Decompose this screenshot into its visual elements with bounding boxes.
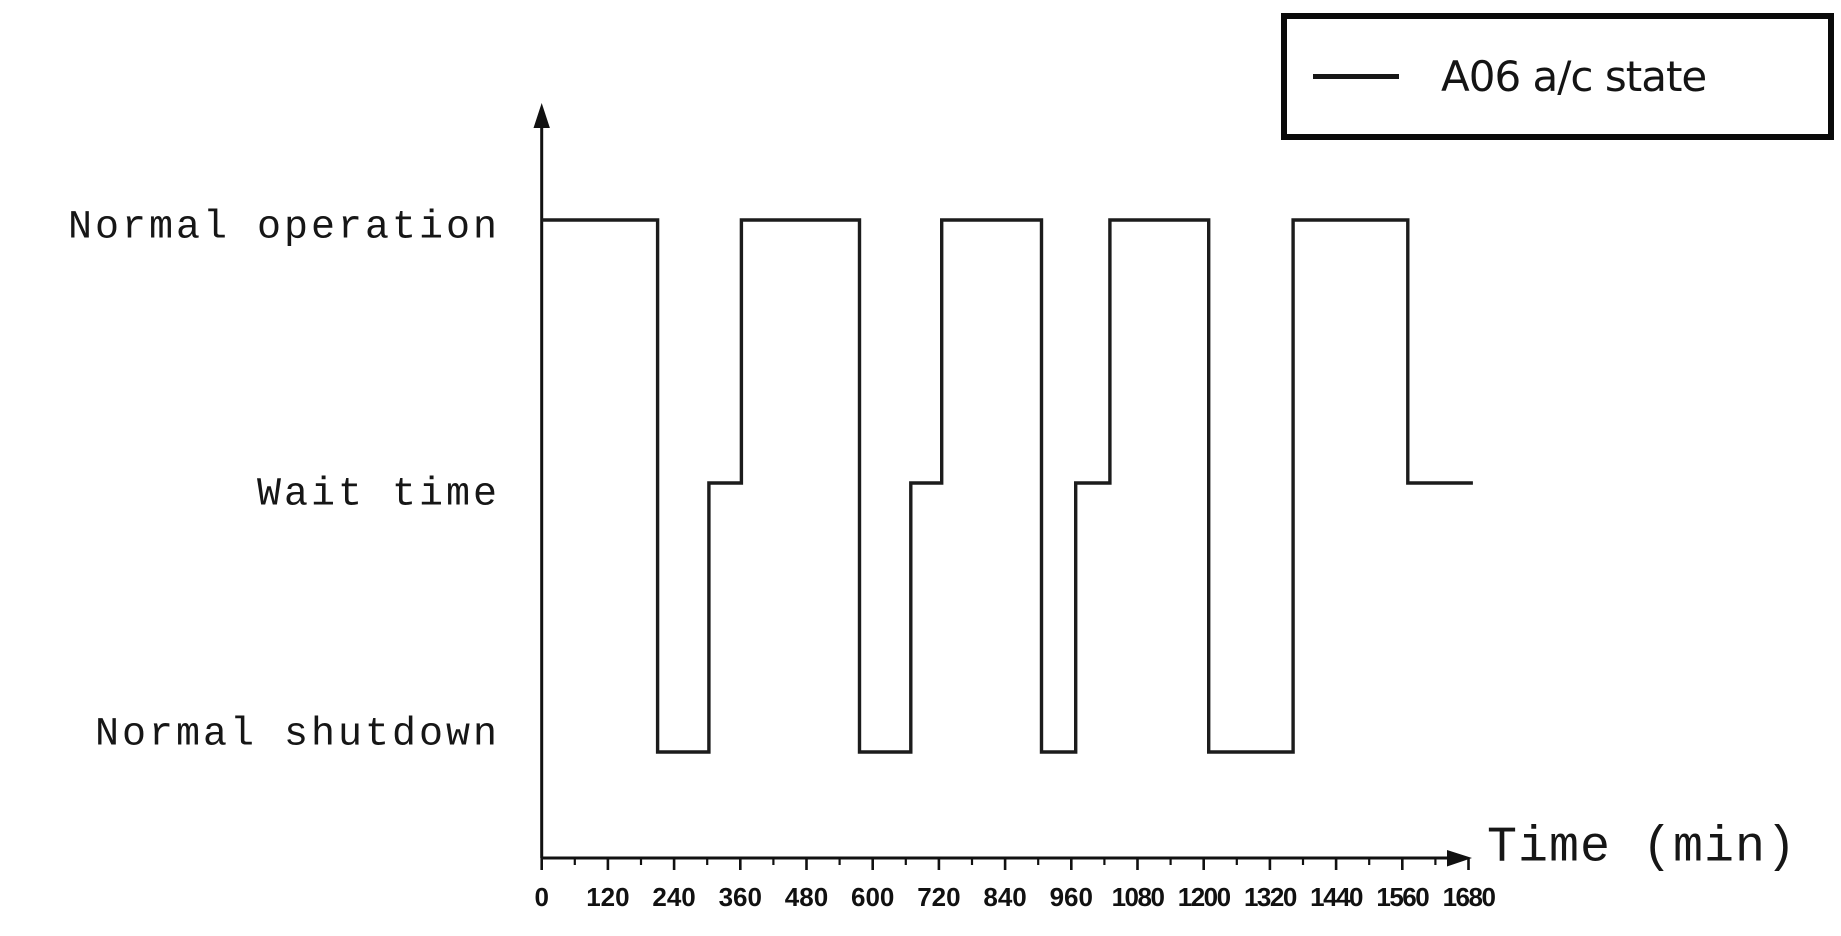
x-axis-tick-label: 960 <box>1050 882 1093 912</box>
axes <box>533 103 1472 867</box>
series-group <box>541 218 1473 754</box>
x-axis-tick-label: 840 <box>983 882 1026 912</box>
state-step-line <box>541 218 1473 754</box>
y-category-label-normal-operation: Normal operation <box>67 205 500 251</box>
x-axis-tick-label: 720 <box>917 882 960 912</box>
x-axis-tick-label: 120 <box>586 882 629 912</box>
y-axis-arrow-icon <box>533 103 550 128</box>
x-axis-tick-label: 1440 <box>1310 882 1363 912</box>
x-axis-arrow-icon <box>1447 850 1472 867</box>
legend-series-label: A06 a/c state <box>1441 52 1707 101</box>
x-axis-tick-label: 480 <box>785 882 828 912</box>
x-axis-tick-labels: 0 120 240 360 480 600 720 840 960 1080 1200 1320 144… <box>534 882 1496 912</box>
x-axis-tick-label: 600 <box>851 882 894 912</box>
x-axis-tick-label: 1560 <box>1376 882 1429 912</box>
x-axis-tick-label: 360 <box>719 882 762 912</box>
x-axis-tick-label: 0 <box>534 882 548 912</box>
x-axis-tick-label: 1080 <box>1112 882 1165 912</box>
x-axis-title: Time (min) <box>1487 819 1798 877</box>
x-axis-tick-label: 1320 <box>1244 882 1297 912</box>
legend-box: A06 a/c state <box>1281 13 1834 140</box>
legend-line-sample-icon <box>1313 74 1399 79</box>
x-axis-tick-label: 1680 <box>1443 882 1496 912</box>
x-axis-tick-label: 240 <box>652 882 695 912</box>
y-category-label-normal-shutdown: Normal shutdown <box>94 712 500 758</box>
y-category-label-wait-time: Wait time <box>256 472 500 518</box>
x-axis-tick-label: 1200 <box>1178 882 1231 912</box>
x-axis-ticks <box>540 858 1470 870</box>
